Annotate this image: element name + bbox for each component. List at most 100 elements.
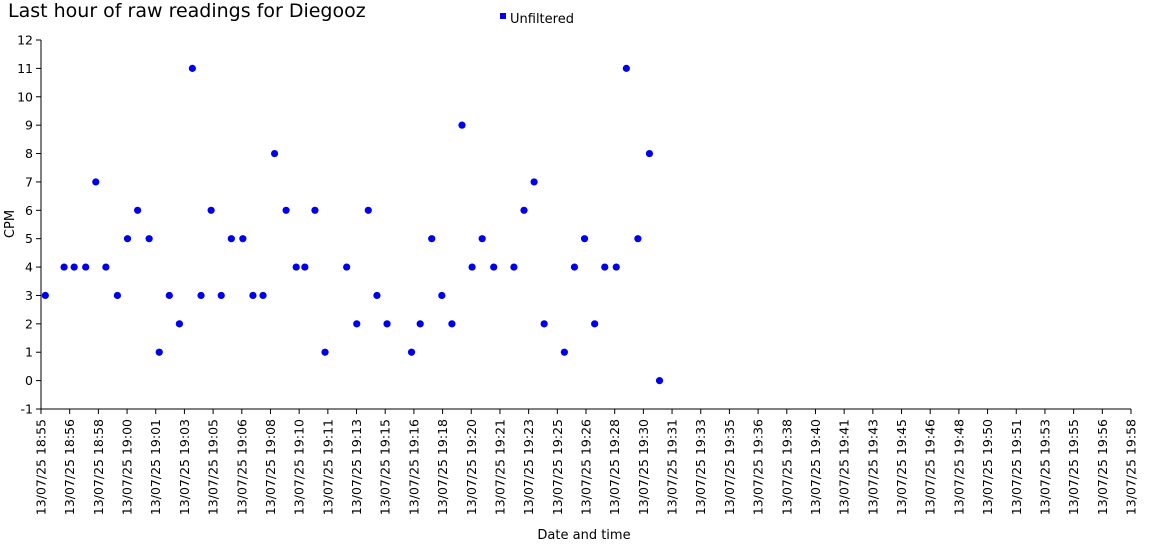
y-tick-label: 12: [17, 33, 33, 48]
data-point: [259, 291, 267, 300]
data-point: [82, 263, 90, 271]
data-point: [207, 206, 215, 214]
y-tick-label: 6: [25, 203, 33, 218]
data-point: [478, 235, 486, 243]
x-tick-label: 13/07/25 19:25: [550, 419, 565, 515]
data-point: [92, 178, 100, 186]
y-tick-label: 10: [17, 89, 33, 104]
data-point: [645, 149, 654, 158]
x-tick-label: 13/07/25 19:58: [1124, 419, 1139, 515]
data-point: [530, 178, 538, 186]
y-tick-label: 5: [25, 231, 33, 246]
x-tick-label: 13/07/25 19:35: [722, 419, 737, 515]
x-tick-label: 13/07/25 19:43: [865, 419, 880, 515]
data-point: [41, 291, 49, 300]
x-tick-label: 13/07/25 19:23: [521, 419, 536, 515]
y-tick-label: -1: [21, 402, 33, 417]
x-tick-label: 13/07/25 19:51: [1009, 419, 1024, 515]
data-point: [407, 348, 416, 356]
data-point: [560, 348, 568, 356]
x-tick-label: 13/07/25 19:11: [320, 419, 335, 515]
x-tick-label: 13/07/25 19:38: [779, 419, 794, 515]
x-axis: 13/07/25 18:55 13/07/25 18:56 13/07/25 18:…: [34, 408, 1139, 515]
data-point: [622, 64, 630, 72]
x-tick-label: 13/07/25 19:28: [607, 419, 622, 515]
data-point: [468, 263, 476, 271]
x-tick-label: 13/07/25 19:21: [492, 419, 507, 515]
data-point: [292, 263, 300, 271]
x-tick-label: 13/07/25 19:41: [837, 419, 852, 515]
data-point: [612, 263, 620, 271]
data-point: [520, 206, 528, 214]
x-tick-label: 13/07/25 19:31: [665, 419, 680, 515]
x-tick-label: 13/07/25 19:13: [349, 419, 364, 515]
y-tick-label: 9: [25, 118, 33, 133]
data-point: [438, 291, 446, 300]
data-point: [416, 320, 424, 328]
x-tick-label: 13/07/25 19:48: [951, 419, 966, 515]
data-points: [41, 64, 664, 385]
data-point: [175, 320, 184, 328]
data-point: [217, 291, 225, 300]
x-tick-label: 13/07/25 19:55: [1066, 419, 1081, 515]
x-tick-label: 13/07/25 19:33: [693, 419, 708, 515]
x-tick-label: 13/07/25 19:40: [808, 419, 823, 515]
data-point: [134, 206, 142, 214]
data-point: [655, 377, 664, 385]
data-point: [601, 263, 609, 271]
data-point: [570, 263, 579, 271]
data-point: [634, 235, 642, 243]
y-axis-title: CPM: [3, 210, 18, 238]
data-point: [321, 348, 329, 356]
data-point: [270, 149, 279, 158]
x-tick-label: 13/07/25 18:58: [91, 419, 106, 515]
y-tick-label: 8: [25, 146, 33, 161]
x-tick-label: 13/07/25 19:53: [1037, 419, 1052, 515]
x-tick-label: 13/07/25 19:18: [435, 419, 450, 515]
x-tick-label: 13/07/25 19:20: [464, 419, 479, 515]
data-point: [591, 320, 599, 328]
data-point: [188, 64, 196, 72]
data-point: [428, 235, 436, 243]
data-point: [249, 291, 257, 300]
x-tick-label: 13/07/25 19:26: [579, 419, 594, 515]
x-tick-label: 13/07/25 19:46: [923, 419, 938, 515]
legend-label-unfiltered: Unfiltered: [510, 12, 574, 27]
data-point: [227, 235, 235, 243]
data-point: [448, 320, 456, 328]
data-point: [580, 235, 589, 243]
chart-title: Last hour of raw readings for Diegooz: [8, 0, 366, 22]
x-tick-label: 13/07/25 18:55: [34, 419, 49, 515]
data-point: [60, 263, 68, 271]
x-tick-label: 13/07/25 19:10: [292, 419, 307, 515]
data-point: [383, 320, 391, 328]
x-tick-label: 13/07/25 19:50: [980, 419, 995, 515]
data-point: [113, 291, 122, 300]
data-point: [353, 320, 361, 328]
x-tick-label: 13/07/25 19:06: [234, 419, 249, 515]
y-tick-label: 3: [25, 288, 33, 303]
x-tick-label: 13/07/25 19:30: [636, 419, 651, 515]
data-point: [102, 263, 110, 271]
data-point: [123, 235, 132, 243]
legend: Unfiltered: [500, 12, 574, 27]
x-tick-label: 13/07/25 19:00: [120, 419, 135, 515]
y-tick-label: 4: [25, 260, 33, 275]
data-point: [239, 235, 247, 243]
y-tick-label: 2: [25, 316, 33, 331]
x-tick-label: 13/07/25 19:16: [406, 419, 421, 515]
x-tick-label: 13/07/25 19:08: [263, 419, 278, 515]
data-point: [490, 263, 498, 271]
data-point: [458, 121, 466, 129]
legend-swatch-icon: [500, 13, 506, 19]
data-point: [343, 263, 351, 271]
data-point: [70, 263, 78, 271]
x-tick-label: 13/07/25 19:01: [148, 419, 163, 515]
x-tick-label: 13/07/25 19:56: [1095, 419, 1110, 515]
data-point: [373, 291, 381, 300]
x-tick-label: 13/07/25 19:36: [751, 419, 766, 515]
y-tick-label: 0: [25, 373, 33, 388]
x-axis-title: Date and time: [537, 528, 630, 543]
